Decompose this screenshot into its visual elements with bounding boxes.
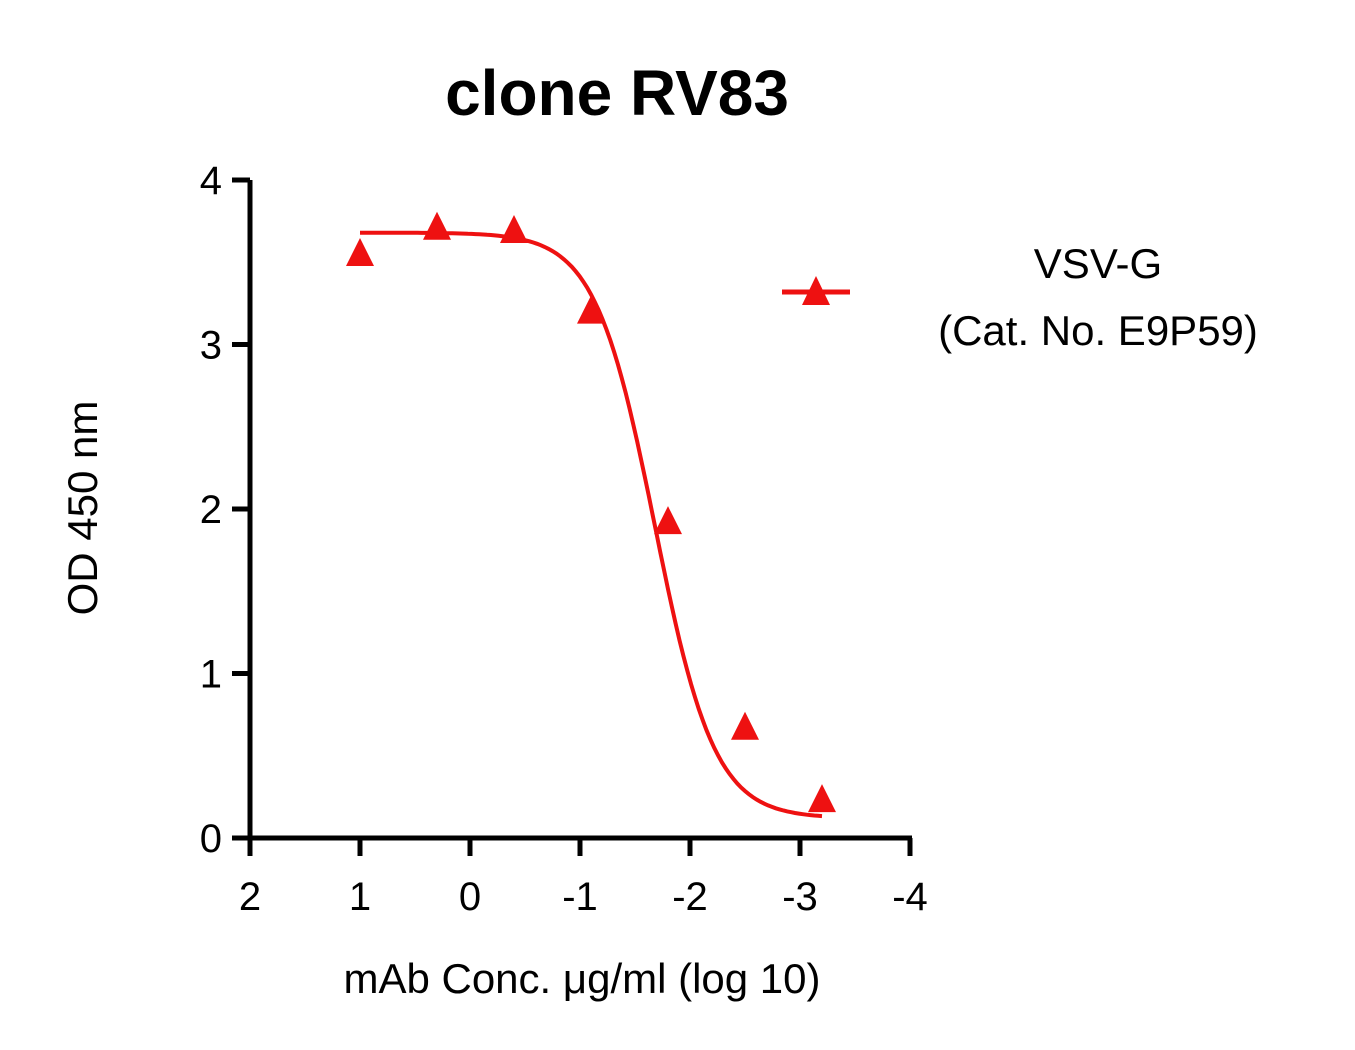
axes: 0 1 2 3 4 2 1 0 -1 -2 -3 -4 bbox=[200, 159, 928, 919]
x-tick-label: 2 bbox=[239, 875, 261, 919]
legend-series-name: VSV-G bbox=[1034, 240, 1162, 287]
chart-title: clone RV83 bbox=[445, 57, 789, 129]
x-tick-label: -1 bbox=[562, 875, 598, 919]
y-tick-label: 4 bbox=[200, 159, 222, 203]
data-point-marker bbox=[577, 295, 605, 324]
legend: VSV-G (Cat. No. E9P59) bbox=[782, 240, 1258, 354]
data-point-marker bbox=[654, 506, 682, 535]
data-point-marker bbox=[346, 238, 374, 267]
data-point-marker bbox=[808, 784, 836, 813]
y-axis-label: OD 450 nm bbox=[59, 401, 106, 616]
x-tick-label: -2 bbox=[672, 875, 708, 919]
y-tick-label: 2 bbox=[200, 488, 222, 532]
y-tick-label: 1 bbox=[200, 653, 222, 697]
x-tick-label: -3 bbox=[782, 875, 818, 919]
data-point-marker bbox=[423, 211, 451, 240]
data-markers bbox=[346, 211, 836, 813]
x-tick-label: 0 bbox=[459, 875, 481, 919]
x-axis-label: mAb Conc. μg/ml (log 10) bbox=[343, 955, 820, 1002]
legend-series-catalog: (Cat. No. E9P59) bbox=[938, 307, 1258, 354]
x-tick-label: -4 bbox=[892, 875, 928, 919]
y-tick-label: 3 bbox=[200, 324, 222, 368]
x-tick-label: 1 bbox=[349, 875, 371, 919]
legend-marker-triangle bbox=[802, 276, 830, 305]
data-point-marker bbox=[500, 214, 528, 243]
y-tick-label: 0 bbox=[200, 817, 222, 861]
data-point-marker bbox=[731, 711, 759, 740]
